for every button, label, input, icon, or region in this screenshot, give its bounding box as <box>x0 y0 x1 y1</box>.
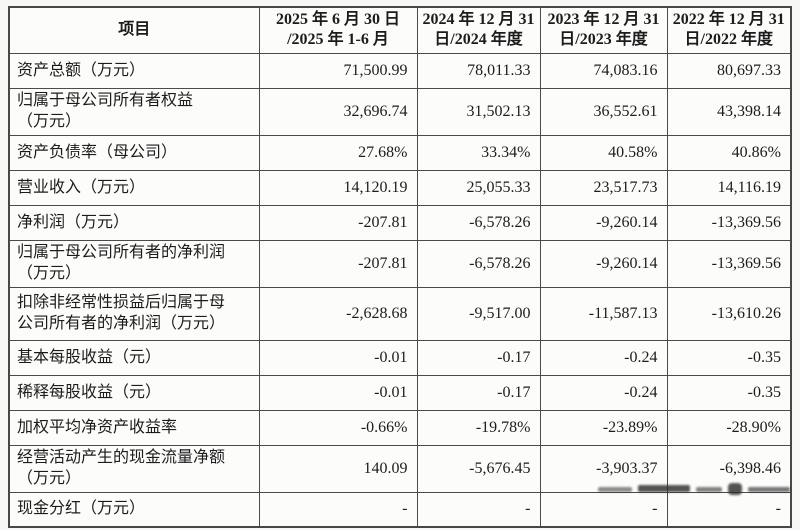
table-cell: -3,903.37 <box>539 444 668 493</box>
row-label: 经营活动产生的现金流量净额 （万元） <box>8 444 260 493</box>
table-cell: -0.66% <box>258 409 418 446</box>
table-cell: -19.78% <box>416 409 541 446</box>
header-row: 项目 2025 年 6 月 30 日 /2025 年 1-6 月 2024 年 … <box>8 6 792 54</box>
table-cell: 14,116.19 <box>666 169 792 206</box>
table-cell: -0.01 <box>258 374 418 411</box>
table-cell: 43,398.14 <box>666 87 792 136</box>
row-parent-net-profit: 归属于母公司所有者的净利润 （万元） -207.81 -6,578.26 -9,… <box>8 239 792 288</box>
row-label: 加权平均净资产收益率 <box>8 409 260 446</box>
row-basic-eps: 基本每股收益（元） -0.01 -0.17 -0.24 -0.35 <box>8 339 792 376</box>
column-header-period-2023: 2023 年 12 月 31 日/2023 年度 <box>539 6 668 54</box>
row-label: 归属于母公司所有者的净利润 （万元） <box>8 239 260 288</box>
table-cell: -23.89% <box>539 409 668 446</box>
table-cell: -0.35 <box>666 374 792 411</box>
table-cell: - <box>666 491 792 528</box>
row-cash-dividend: 现金分红（万元） - - - - <box>8 491 792 528</box>
table-cell: 40.86% <box>666 134 792 171</box>
table-cell: 32,696.74 <box>258 87 418 136</box>
table-cell: -9,517.00 <box>416 286 541 341</box>
table-cell: - <box>258 491 418 528</box>
row-label: 资产总额（万元） <box>8 52 260 89</box>
table-cell: -5,676.45 <box>416 444 541 493</box>
table-cell: -207.81 <box>258 204 418 241</box>
table-cell: 31,502.13 <box>416 87 541 136</box>
table-cell: -6,578.26 <box>416 239 541 288</box>
table-cell: -6,578.26 <box>416 204 541 241</box>
table-cell: 23,517.73 <box>539 169 668 206</box>
table-cell: - <box>416 491 541 528</box>
table-cell: -9,260.14 <box>539 239 668 288</box>
table-cell: 80,697.33 <box>666 52 792 89</box>
table-cell: -0.24 <box>539 374 668 411</box>
table-cell: 33.34% <box>416 134 541 171</box>
row-label: 现金分红（万元） <box>8 491 260 528</box>
row-deducted-net-profit: 扣除非经常性损益后归属于母 公司所有者的净利润（万元） -2,628.68 -9… <box>8 286 792 341</box>
table-cell: -0.24 <box>539 339 668 376</box>
table-cell: 25,055.33 <box>416 169 541 206</box>
column-header-item: 项目 <box>8 6 260 54</box>
column-header-period-2025: 2025 年 6 月 30 日 /2025 年 1-6 月 <box>258 6 418 54</box>
table-cell: 40.58% <box>539 134 668 171</box>
table-cell: -13,369.56 <box>666 204 792 241</box>
column-header-period-2022: 2022 年 12 月 31 日/2022 年度 <box>666 6 792 54</box>
row-label: 归属于母公司所有者权益 （万元） <box>8 87 260 136</box>
table-cell: -28.90% <box>666 409 792 446</box>
row-debt-ratio: 资产负债率（母公司） 27.68% 33.34% 40.58% 40.86% <box>8 134 792 171</box>
table-cell: 71,500.99 <box>258 52 418 89</box>
table-cell: -2,628.68 <box>258 286 418 341</box>
table-cell: 36,552.61 <box>539 87 668 136</box>
row-label: 基本每股收益（元） <box>8 339 260 376</box>
row-label: 营业收入（万元） <box>8 169 260 206</box>
table-cell: -0.01 <box>258 339 418 376</box>
table-cell: -6,398.46 <box>666 444 792 493</box>
table-cell: 27.68% <box>258 134 418 171</box>
table-cell: 14,120.19 <box>258 169 418 206</box>
row-diluted-eps: 稀释每股收益（元） -0.01 -0.17 -0.24 -0.35 <box>8 374 792 411</box>
table-cell: 140.09 <box>258 444 418 493</box>
table-cell: -13,369.56 <box>666 239 792 288</box>
row-operating-cash-flow: 经营活动产生的现金流量净额 （万元） 140.09 -5,676.45 -3,9… <box>8 444 792 493</box>
table-cell: -11,587.13 <box>539 286 668 341</box>
table-cell: -0.17 <box>416 339 541 376</box>
table-cell: -0.35 <box>666 339 792 376</box>
table-cell: 74,083.16 <box>539 52 668 89</box>
table-cell: -13,610.26 <box>666 286 792 341</box>
row-total-assets: 资产总额（万元） 71,500.99 78,011.33 74,083.16 8… <box>8 52 792 89</box>
table-cell: 78,011.33 <box>416 52 541 89</box>
row-label: 净利润（万元） <box>8 204 260 241</box>
financial-summary-table: 项目 2025 年 6 月 30 日 /2025 年 1-6 月 2024 年 … <box>8 6 792 529</box>
table-cell: -207.81 <box>258 239 418 288</box>
row-parent-equity: 归属于母公司所有者权益 （万元） 32,696.74 31,502.13 36,… <box>8 87 792 136</box>
row-label: 扣除非经常性损益后归属于母 公司所有者的净利润（万元） <box>8 286 260 341</box>
column-header-period-2024: 2024 年 12 月 31 日/2024 年度 <box>416 6 541 54</box>
row-net-profit: 净利润（万元） -207.81 -6,578.26 -9,260.14 -13,… <box>8 204 792 241</box>
row-weighted-roe: 加权平均净资产收益率 -0.66% -19.78% -23.89% -28.90… <box>8 409 792 446</box>
row-label: 资产负债率（母公司） <box>8 134 260 171</box>
row-operating-revenue: 营业收入（万元） 14,120.19 25,055.33 23,517.73 1… <box>8 169 792 206</box>
row-label: 稀释每股收益（元） <box>8 374 260 411</box>
table-cell: - <box>539 491 668 528</box>
table-cell: -0.17 <box>416 374 541 411</box>
table-cell: -9,260.14 <box>539 204 668 241</box>
